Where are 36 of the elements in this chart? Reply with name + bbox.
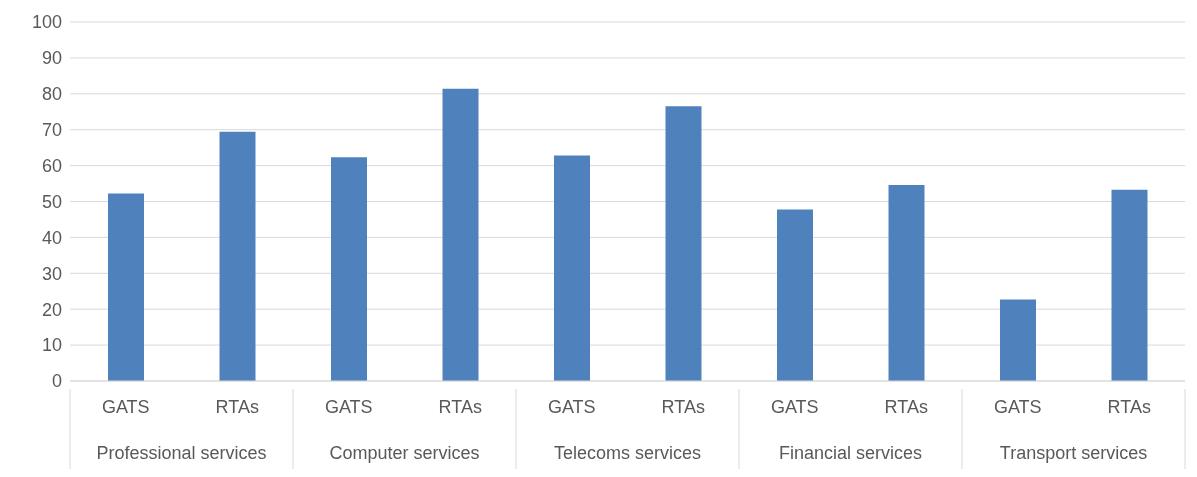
text: Professional services xyxy=(96,443,267,463)
x-tick-label: RTAs xyxy=(884,397,928,417)
x-tick-label: RTAs xyxy=(661,397,705,417)
y-tick-label: 70 xyxy=(41,120,62,141)
text: Financial services xyxy=(778,443,923,463)
y-tick-label: 80 xyxy=(41,84,62,105)
y-tick-label: 100 xyxy=(31,12,62,33)
x-tick-label: RTAs xyxy=(438,397,482,417)
bar xyxy=(108,193,144,381)
y-tick-label: 20 xyxy=(41,299,62,320)
x-tick-label: RTAs xyxy=(1107,397,1151,417)
x-tick-label: RTAs xyxy=(215,397,259,417)
bar xyxy=(331,157,367,381)
text: Transport services xyxy=(999,443,1148,463)
y-tick-label: 30 xyxy=(41,263,62,284)
y-tick-label: 60 xyxy=(41,155,62,176)
text: Telecoms services xyxy=(553,443,702,463)
y-tick-label: 40 xyxy=(41,227,62,248)
y-tick-label: 50 xyxy=(41,191,62,212)
bar xyxy=(554,155,590,381)
bar xyxy=(442,88,479,381)
y-tick-label: 90 xyxy=(41,48,62,69)
text: Computer services xyxy=(329,443,480,463)
bar xyxy=(888,184,925,381)
x-tick-label: GATS xyxy=(101,397,150,417)
y-tick-label: 0 xyxy=(51,371,62,392)
y-tick-label: 10 xyxy=(41,335,62,356)
bar xyxy=(1000,299,1036,381)
bar xyxy=(665,106,702,381)
x-tick-label: GATS xyxy=(770,397,819,417)
x-tick-label: GATS xyxy=(993,397,1042,417)
bar xyxy=(219,131,256,381)
bar xyxy=(1111,189,1148,381)
bar xyxy=(777,209,813,381)
x-tick-label: GATS xyxy=(324,397,373,417)
x-tick-label: GATS xyxy=(547,397,596,417)
